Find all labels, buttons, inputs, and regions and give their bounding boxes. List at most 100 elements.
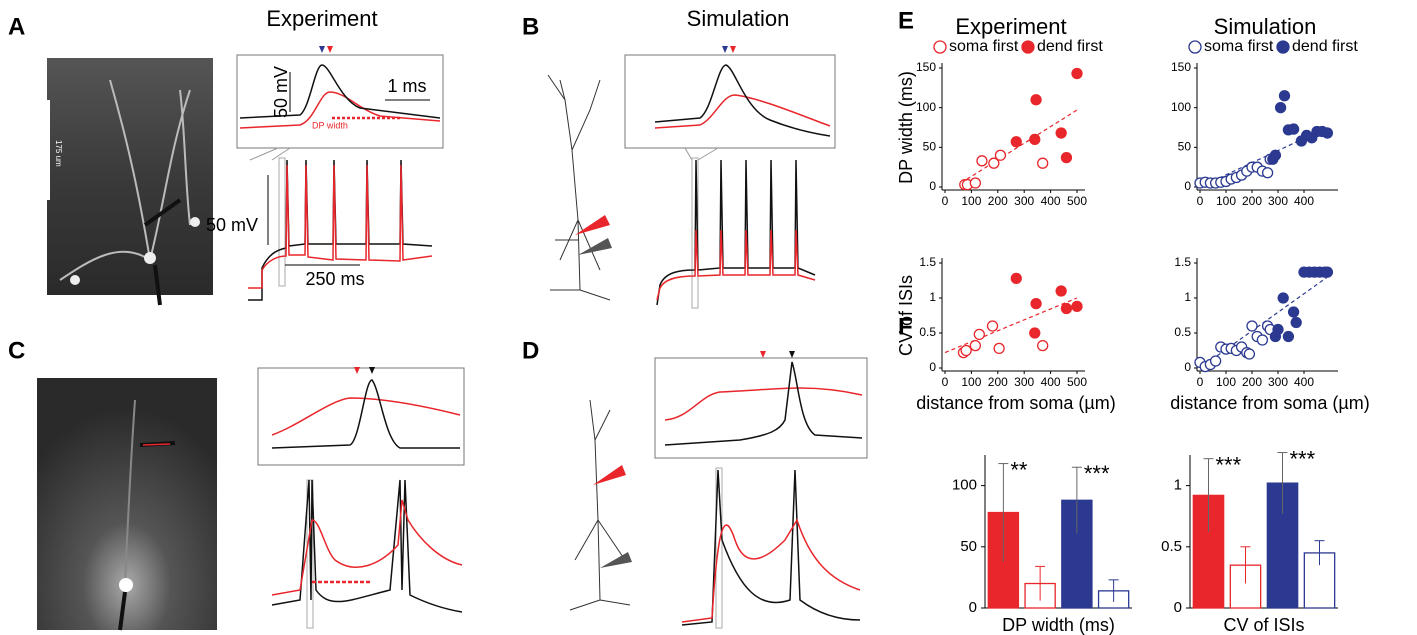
point: [976, 155, 988, 167]
point: [1060, 302, 1073, 315]
y-axis-label: DP width (ms): [896, 71, 916, 184]
x-tick-label: 400: [1294, 194, 1314, 208]
point: [1010, 136, 1022, 148]
significance: ***: [1290, 446, 1316, 471]
micrograph: [37, 378, 217, 631]
point: [1055, 127, 1067, 139]
x-tick-label: 0: [1197, 375, 1204, 389]
y-tick-label: 0: [1174, 599, 1182, 616]
x-axis-label: CV of ISIs: [1223, 615, 1304, 635]
point: [973, 328, 985, 341]
neuron-morphology: [569, 399, 632, 611]
point: [1287, 123, 1300, 135]
legend-label: soma first: [949, 38, 1019, 55]
point: [986, 320, 999, 332]
scale-label: 250 ms: [305, 269, 364, 289]
panel-letter: C: [8, 337, 25, 364]
legend-label: dend first: [1292, 38, 1358, 55]
point: [1287, 306, 1300, 318]
point: [1030, 297, 1042, 310]
x-tick-label: 0: [942, 194, 949, 208]
point: [993, 342, 1005, 355]
bar: [1192, 494, 1225, 609]
x-tick-label: 200: [988, 375, 1008, 389]
panel-title: Simulation: [687, 6, 790, 31]
point: [1071, 300, 1083, 313]
x-tick-label: 300: [1014, 194, 1034, 208]
y-tick-label: 1: [1174, 477, 1182, 494]
scale-label: 1 ms: [387, 76, 426, 96]
point: [1321, 127, 1334, 139]
trace-inset: [624, 46, 836, 309]
y-tick-label: 150: [1171, 60, 1191, 74]
x-tick-label: 200: [1242, 375, 1262, 389]
point: [1277, 292, 1289, 304]
y-tick-label: 100: [952, 477, 977, 494]
y-tick-label: 0: [929, 360, 936, 374]
x-axis-label: distance from soma (µm): [916, 393, 1115, 413]
point: [1029, 327, 1041, 339]
point: [1029, 133, 1041, 146]
legend-marker: [1276, 40, 1290, 54]
point: [994, 149, 1007, 161]
panel-letter: B: [522, 13, 539, 40]
y-tick-label: 50: [960, 538, 977, 555]
x-tick-label: 500: [1067, 375, 1087, 389]
y-tick-label: 150: [916, 60, 936, 74]
y-tick-label: 0.5: [919, 325, 936, 339]
point: [988, 157, 1000, 169]
x-tick-label: 100: [1216, 375, 1236, 389]
point: [1290, 316, 1302, 329]
y-tick-label: 0: [929, 179, 936, 193]
chart-title: Experiment: [955, 14, 1066, 39]
x-tick-label: 100: [961, 194, 981, 208]
point: [1243, 348, 1256, 360]
y-tick-label: 50: [923, 140, 937, 154]
inset-label: DP width: [312, 120, 348, 130]
point: [960, 344, 972, 357]
trace-inset: [257, 367, 465, 629]
x-axis-label: distance from soma (µm): [1170, 393, 1369, 413]
panel-title: Experiment: [266, 6, 377, 31]
spike-train: 50 mV 250 ms: [206, 157, 433, 301]
point: [1055, 285, 1067, 297]
point: [1071, 67, 1083, 80]
chart-title: Simulation: [1214, 14, 1317, 39]
x-tick-label: 400: [1294, 375, 1314, 389]
y-tick-label: 1.5: [919, 255, 936, 269]
scale-label: 175 um: [54, 140, 63, 167]
x-tick-label: 400: [1041, 194, 1061, 208]
neuron-morphology: [547, 74, 612, 301]
point: [1321, 266, 1334, 278]
trace-inset: DP width 50 mV 1 ms: [236, 46, 444, 161]
x-tick-label: 0: [1197, 194, 1204, 208]
y-tick-label: 0.5: [1174, 325, 1191, 339]
legend-label: dend first: [1037, 38, 1103, 55]
y-tick-label: 0: [969, 599, 977, 616]
point: [969, 177, 982, 189]
significance: **: [1010, 457, 1028, 482]
y-tick-label: 100: [916, 100, 936, 114]
y-tick-label: 1: [929, 290, 936, 304]
point: [969, 339, 982, 352]
x-tick-label: 300: [1268, 194, 1288, 208]
point: [1269, 149, 1282, 161]
x-tick-label: 100: [961, 375, 981, 389]
point: [1261, 167, 1274, 179]
legend-label: soma first: [1204, 38, 1274, 55]
legend-marker: [1188, 40, 1202, 54]
panel-letter: F: [898, 313, 913, 340]
y-tick-label: 0: [1184, 179, 1191, 193]
y-tick-label: 0.5: [1161, 538, 1182, 555]
significance: ***: [1084, 461, 1110, 486]
panel-letter: D: [522, 337, 539, 364]
x-tick-label: 400: [1041, 375, 1061, 389]
trendline: [960, 109, 1078, 184]
point: [1256, 334, 1269, 346]
x-tick-label: 300: [1014, 375, 1034, 389]
x-axis-label: DP width (ms): [1002, 615, 1115, 635]
y-tick-label: 1: [1184, 290, 1191, 304]
point: [1274, 102, 1287, 114]
point: [1037, 339, 1049, 352]
point: [1060, 151, 1073, 164]
